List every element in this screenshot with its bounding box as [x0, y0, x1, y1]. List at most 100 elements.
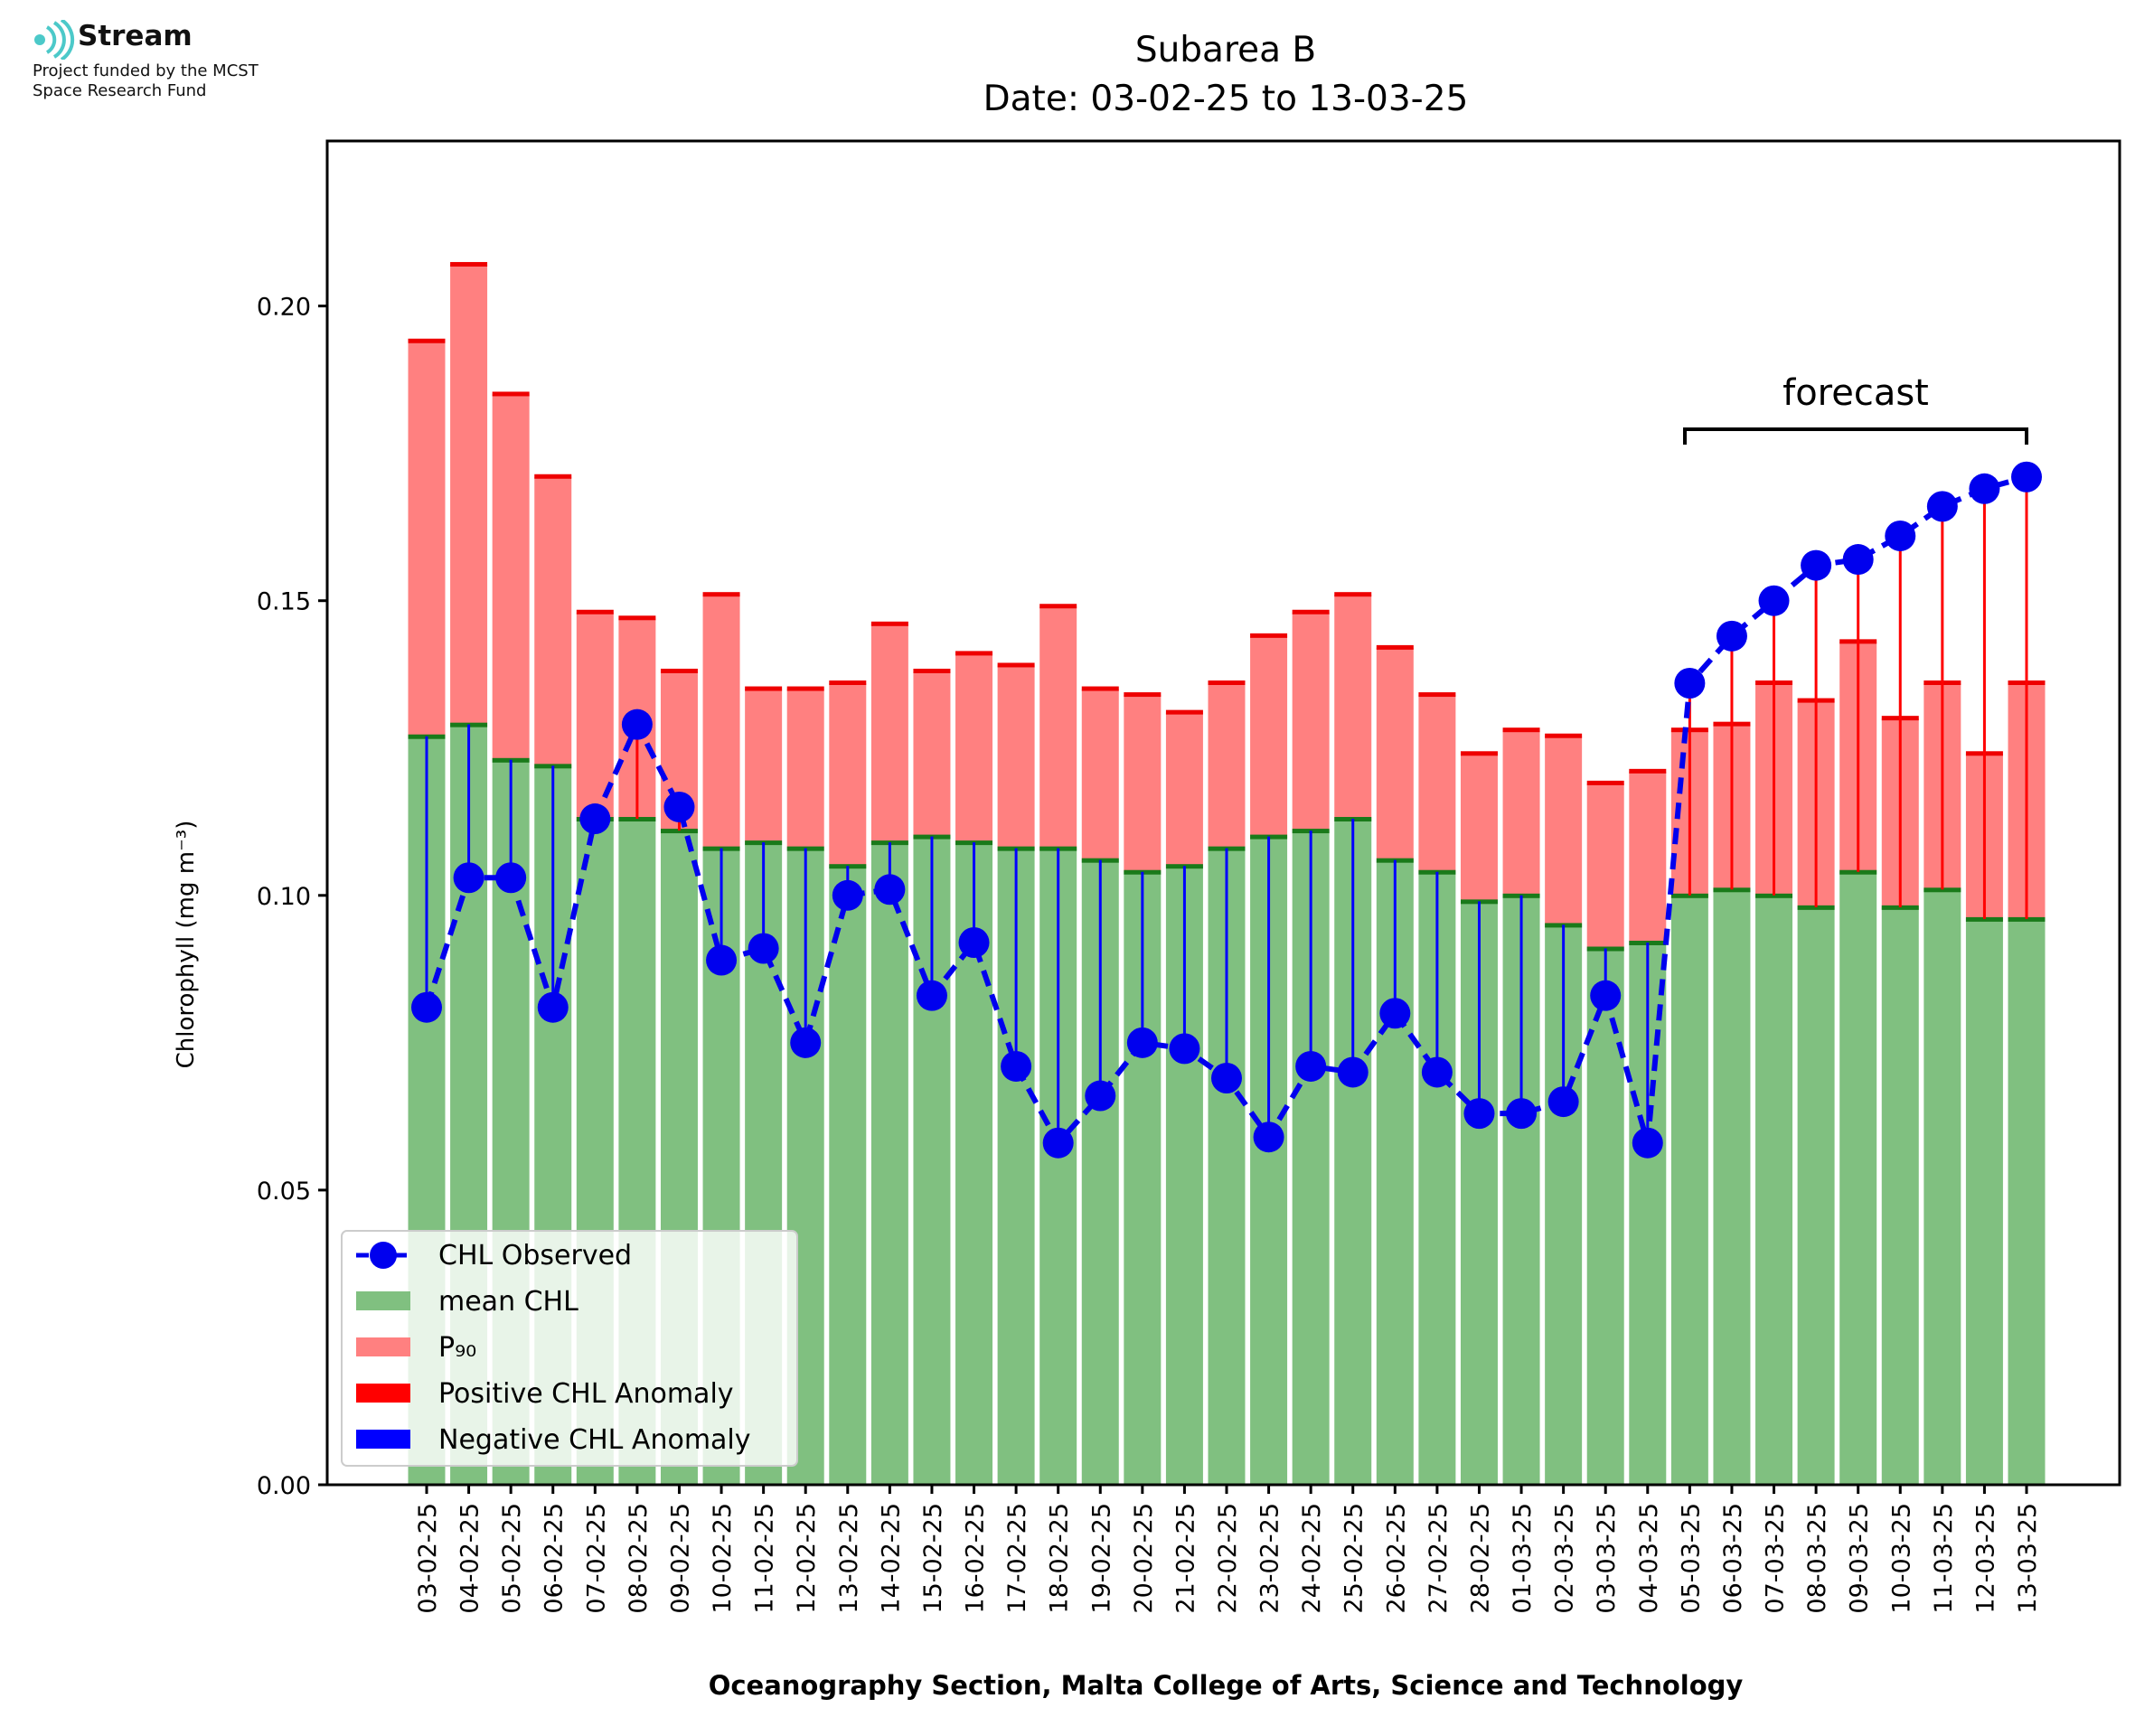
- legend-label-p90: P₉₀: [438, 1332, 476, 1364]
- p90-cap: [534, 474, 572, 479]
- x-tick-label: 06-02-25: [541, 1503, 569, 1614]
- mean-chl-bar: [870, 842, 908, 1485]
- p90-cap: [1124, 692, 1162, 698]
- p90-cap: [1586, 780, 1624, 785]
- p90-bar: [1334, 595, 1372, 820]
- y-tick-label: 0.15: [257, 588, 311, 616]
- chl-observed-point: [1801, 549, 1832, 581]
- x-tick-label: 08-02-25: [625, 1503, 653, 1614]
- chl-observed-point: [663, 791, 695, 822]
- p90-cap: [1334, 592, 1372, 597]
- p90-bar: [408, 341, 446, 737]
- chart-subtitle: Date: 03-02-25 to 13-03-25: [983, 79, 1469, 119]
- mean-chl-bar: [829, 866, 867, 1485]
- legend-label-mean-chl: mean CHL: [438, 1286, 578, 1318]
- p90-cap: [1081, 686, 1119, 691]
- p90-cap: [1165, 709, 1203, 715]
- mean-cap: [660, 829, 698, 834]
- x-axis-label: Oceanography Section, Malta College of A…: [709, 1670, 1744, 1701]
- p90-cap: [1292, 609, 1330, 615]
- chl-observed-point: [1379, 998, 1411, 1029]
- p90-cap: [1208, 680, 1246, 686]
- p90-bar: [1208, 683, 1246, 849]
- x-tick-label: 04-02-25: [456, 1503, 484, 1614]
- mean-cap: [1839, 869, 1877, 875]
- chl-observed-point: [1758, 585, 1790, 616]
- p90-cap: [1629, 768, 1667, 774]
- p90-bar: [1081, 689, 1119, 860]
- p90-bar: [913, 671, 951, 837]
- x-tick-label: 11-03-25: [1930, 1503, 1958, 1614]
- mean-chl-bar: [1755, 895, 1793, 1485]
- x-tick-label: 03-02-25: [414, 1503, 442, 1614]
- x-tick-label: 28-02-25: [1466, 1503, 1494, 1614]
- x-tick-label: 10-03-25: [1887, 1503, 1915, 1614]
- legend-label-positive-anomaly: Positive CHL Anomaly: [438, 1378, 734, 1410]
- forecast-bracket: forecast: [1683, 372, 2028, 445]
- chl-observed-point: [1632, 1127, 1663, 1159]
- p90-cap: [955, 651, 993, 656]
- chl-observed-point: [706, 944, 738, 976]
- chl-observed-point: [1590, 980, 1622, 1011]
- x-tick-label: 15-02-25: [919, 1503, 947, 1614]
- x-tick-label: 10-02-25: [709, 1503, 737, 1614]
- chl-observed-point: [1169, 1033, 1200, 1065]
- p90-cap: [576, 609, 614, 615]
- p90-bar: [955, 653, 993, 843]
- x-tick-label: 20-02-25: [1130, 1503, 1158, 1614]
- p90-cap: [829, 680, 867, 686]
- chl-observed-point: [1842, 544, 1874, 576]
- legend-item-chl-observed: CHL Observed: [356, 1240, 632, 1272]
- p90-cap: [786, 686, 824, 691]
- p90-bar: [829, 683, 867, 867]
- x-tick-label: 17-02-25: [1003, 1503, 1031, 1614]
- chl-observed-point: [916, 980, 947, 1011]
- chart-title: Subarea B: [1135, 30, 1316, 70]
- mean-chl-bar: [1965, 918, 2003, 1485]
- p90-bar: [745, 689, 783, 843]
- p90-bar: [450, 264, 488, 725]
- x-tick-label: 09-03-25: [1846, 1503, 1874, 1614]
- mean-cap: [618, 817, 656, 822]
- p90-bar: [1376, 647, 1414, 860]
- p90-cap: [1418, 692, 1456, 698]
- mean-chl-bar: [1670, 895, 1708, 1485]
- chl-observed-point: [1674, 668, 1706, 699]
- chl-observed-point: [1337, 1056, 1369, 1088]
- y-tick-label: 0.10: [257, 883, 311, 911]
- p90-bar: [1124, 695, 1162, 872]
- y-tick-label: 0.00: [257, 1472, 311, 1500]
- logo-funding-line-1: Project funded by the MCST: [33, 61, 259, 80]
- p90-bar: [1502, 730, 1540, 896]
- x-tick-label: 08-03-25: [1803, 1503, 1831, 1614]
- x-tick-label: 22-02-25: [1214, 1503, 1242, 1614]
- y-tick-label: 0.05: [257, 1178, 311, 1206]
- x-tick-label: 24-02-25: [1298, 1503, 1326, 1614]
- anomaly-stems-layer: [425, 476, 2028, 1143]
- x-tick-label: 25-02-25: [1340, 1503, 1369, 1614]
- legend-item-positive-anomaly: Positive CHL Anomaly: [356, 1378, 734, 1410]
- x-tick-label: 13-03-25: [2014, 1503, 2042, 1614]
- p90-bar: [1165, 712, 1203, 867]
- mean-cap: [1881, 905, 1919, 910]
- y-axis-label: Chlorophyll (mg m⁻³): [173, 821, 200, 1069]
- x-tick-label: 05-02-25: [498, 1503, 526, 1614]
- legend: CHL Observed mean CHL P₉₀ Positive CHL A…: [341, 1230, 798, 1467]
- p90-cap: [618, 615, 656, 621]
- p90-cap: [745, 686, 783, 691]
- plot-frame: [325, 139, 2121, 1487]
- x-tick-label: 03-03-25: [1593, 1503, 1621, 1614]
- p90-bar: [576, 612, 614, 820]
- x-tick-label: 26-02-25: [1382, 1503, 1410, 1614]
- logo-name: Stream: [78, 20, 193, 52]
- y-tick-label: 0.20: [257, 294, 311, 322]
- chl-observed-point: [1463, 1098, 1495, 1130]
- mean-cap: [1924, 887, 1961, 893]
- x-tick-label: 12-03-25: [1971, 1503, 1999, 1614]
- forecast-label: forecast: [1782, 372, 1929, 414]
- x-tick-label: 05-03-25: [1677, 1503, 1705, 1614]
- mean-cap: [2008, 916, 2046, 922]
- legend-item-mean-chl: mean CHL: [356, 1286, 578, 1318]
- chl-observed-point: [1506, 1098, 1538, 1130]
